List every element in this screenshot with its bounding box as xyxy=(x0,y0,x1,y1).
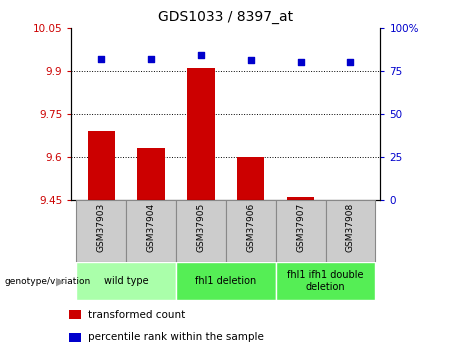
Text: fhl1 deletion: fhl1 deletion xyxy=(195,276,256,286)
Text: GSM37904: GSM37904 xyxy=(147,203,156,252)
Bar xyxy=(77,200,126,262)
Text: wild type: wild type xyxy=(104,276,148,286)
Bar xyxy=(226,200,276,262)
Bar xyxy=(126,200,176,262)
Bar xyxy=(77,262,176,300)
Bar xyxy=(276,262,375,300)
Point xyxy=(297,59,304,65)
Title: GDS1033 / 8397_at: GDS1033 / 8397_at xyxy=(158,10,294,24)
Point xyxy=(98,56,105,61)
Point xyxy=(247,58,254,63)
Text: percentile rank within the sample: percentile rank within the sample xyxy=(88,332,264,342)
Text: ▶: ▶ xyxy=(56,276,64,286)
Text: transformed count: transformed count xyxy=(88,310,185,320)
Bar xyxy=(287,197,314,200)
Bar xyxy=(176,262,276,300)
Bar xyxy=(69,333,81,342)
Text: GSM37905: GSM37905 xyxy=(196,203,206,253)
Text: GSM37907: GSM37907 xyxy=(296,203,305,253)
Text: GSM37903: GSM37903 xyxy=(97,203,106,253)
Text: fhl1 ifh1 double
deletion: fhl1 ifh1 double deletion xyxy=(287,270,364,292)
Bar xyxy=(176,200,226,262)
Bar xyxy=(276,200,325,262)
Bar xyxy=(237,157,265,200)
Text: genotype/variation: genotype/variation xyxy=(5,277,91,286)
Point xyxy=(347,59,354,65)
Point xyxy=(148,56,155,61)
Bar xyxy=(69,310,81,319)
Text: GSM37906: GSM37906 xyxy=(246,203,255,253)
Text: GSM37908: GSM37908 xyxy=(346,203,355,253)
Bar xyxy=(337,199,364,200)
Bar xyxy=(325,200,375,262)
Bar xyxy=(88,131,115,200)
Point xyxy=(197,52,205,58)
Bar xyxy=(137,148,165,200)
Bar xyxy=(187,68,215,200)
